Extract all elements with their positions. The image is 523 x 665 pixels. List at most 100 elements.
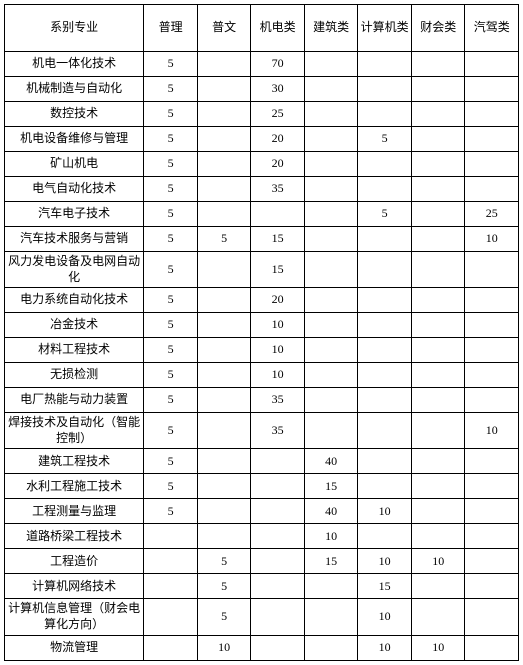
cell-jisuanji [358,252,412,288]
table-body: 机电一体化技术570机械制造与自动化530数控技术525机电设备维修与管理520… [5,52,519,661]
table-row: 汽车技术服务与营销551510 [5,227,519,252]
table-row: 机械制造与自动化5 30 [5,77,519,102]
header-caikuai: 财会类 [411,5,465,52]
cell-puwen: 10 [197,635,251,660]
cell-caikuai [411,152,465,177]
cell-jidian [251,599,305,635]
cell-puli: 5 [144,449,198,474]
cell-puli [144,599,198,635]
cell-jidian: 70 [251,52,305,77]
cell-puli: 5 [144,252,198,288]
cell-puli [144,524,198,549]
cell-qijia [465,499,519,524]
cell-jisuanji [358,413,412,449]
cell-puli: 5 [144,499,198,524]
cell-puwen [197,77,251,102]
cell-qijia [465,338,519,363]
table-row: 电力系统自动化技术520 [5,288,519,313]
cell-major: 计算机信息管理（财会电算化方向） [5,599,144,635]
cell-jisuanji [358,227,412,252]
table-row: 无损检测510 [5,363,519,388]
cell-jianzhu [304,252,358,288]
cell-jianzhu [304,574,358,599]
cell-jidian: 30 [251,77,305,102]
cell-major: 机械制造与自动化 [5,77,144,102]
cell-caikuai [411,388,465,413]
cell-jianzhu [304,313,358,338]
cell-jisuanji [358,449,412,474]
cell-jianzhu: 15 [304,549,358,574]
table-row: 电厂热能与动力装置535 [5,388,519,413]
cell-jidian: 15 [251,227,305,252]
cell-jisuanji: 10 [358,635,412,660]
cell-caikuai [411,313,465,338]
cell-jianzhu [304,363,358,388]
cell-qijia [465,177,519,202]
cell-jidian [251,474,305,499]
cell-jisuanji [358,77,412,102]
cell-jidian: 15 [251,252,305,288]
cell-puli: 5 [144,474,198,499]
cell-major: 矿山机电 [5,152,144,177]
cell-jianzhu [304,102,358,127]
cell-puwen [197,524,251,549]
cell-jisuanji: 10 [358,499,412,524]
cell-puwen: 5 [197,549,251,574]
cell-jianzhu: 40 [304,499,358,524]
cell-qijia: 25 [465,202,519,227]
cell-puli: 5 [144,177,198,202]
cell-puli: 5 [144,313,198,338]
cell-major: 建筑工程技术 [5,449,144,474]
cell-qijia [465,524,519,549]
cell-puwen [197,288,251,313]
cell-jianzhu [304,77,358,102]
cell-puwen [197,474,251,499]
cell-puli: 5 [144,127,198,152]
cell-qijia [465,474,519,499]
cell-jidian: 35 [251,177,305,202]
cell-puli: 5 [144,52,198,77]
cell-puwen [197,413,251,449]
cell-qijia: 10 [465,413,519,449]
cell-caikuai [411,363,465,388]
cell-puli [144,574,198,599]
cell-major: 汽车电子技术 [5,202,144,227]
table-row: 电气自动化技术5 35 [5,177,519,202]
table-row: 矿山机电520 [5,152,519,177]
table-row: 道路桥梁工程技术10 [5,524,519,549]
cell-jidian: 20 [251,152,305,177]
cell-qijia [465,313,519,338]
cell-caikuai [411,338,465,363]
cell-caikuai [411,599,465,635]
cell-jianzhu [304,177,358,202]
cell-major: 计算机网络技术 [5,574,144,599]
cell-jisuanji [358,363,412,388]
cell-caikuai [411,52,465,77]
cell-puwen [197,449,251,474]
cell-puwen [197,127,251,152]
cell-jisuanji [358,102,412,127]
header-puwen: 普文 [197,5,251,52]
cell-major: 物流管理 [5,635,144,660]
cell-caikuai [411,449,465,474]
cell-jianzhu [304,413,358,449]
cell-puli [144,635,198,660]
cell-jisuanji [358,52,412,77]
table-row: 工程造价5151010 [5,549,519,574]
cell-qijia [465,288,519,313]
table-row: 风力发电设备及电网自动化5 15 [5,252,519,288]
cell-qijia [465,363,519,388]
cell-major: 风力发电设备及电网自动化 [5,252,144,288]
cell-jidian: 25 [251,102,305,127]
cell-jisuanji: 5 [358,202,412,227]
cell-jianzhu [304,227,358,252]
cell-jisuanji [358,474,412,499]
cell-jianzhu: 15 [304,474,358,499]
cell-jidian [251,524,305,549]
cell-puli: 5 [144,77,198,102]
cell-major: 冶金技术 [5,313,144,338]
cell-jianzhu [304,599,358,635]
cell-major: 机电设备维修与管理 [5,127,144,152]
cell-puwen [197,152,251,177]
cell-major: 电气自动化技术 [5,177,144,202]
